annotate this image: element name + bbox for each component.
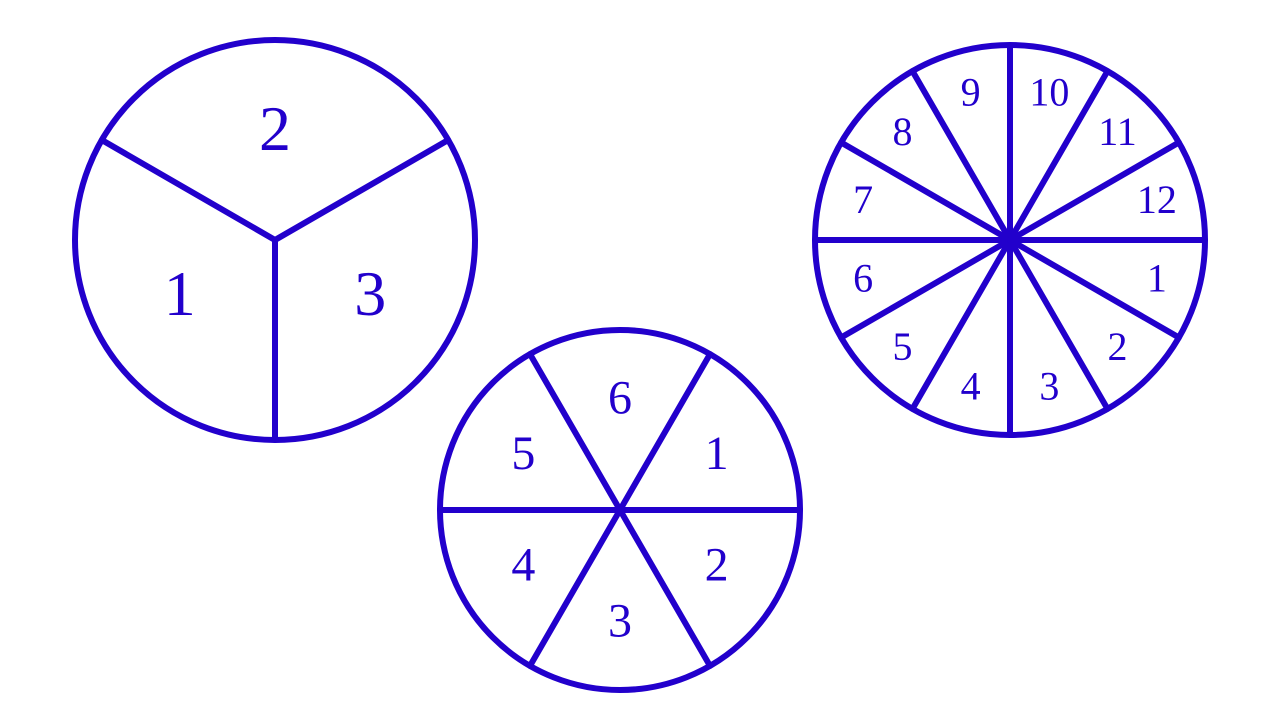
circle-thirds-divider xyxy=(102,140,275,240)
circle-thirds-label: 2 xyxy=(259,93,291,164)
circle-twelfths: 123456789101112 xyxy=(815,45,1205,435)
circle-sixths-divider xyxy=(620,510,710,666)
circle-sixths-divider xyxy=(620,354,710,510)
circle-sixths-label: 6 xyxy=(608,371,632,424)
circle-thirds: 1 2 3 xyxy=(75,40,475,440)
circle-twelfths-label: 10 xyxy=(1029,69,1069,114)
circle-twelfths-label: 3 xyxy=(1039,363,1059,408)
circle-sixths-label: 3 xyxy=(608,594,632,647)
circle-sixths-label: 1 xyxy=(705,427,729,480)
circle-twelfths-label: 2 xyxy=(1108,324,1128,369)
circle-sixths: 2 3 4 5 6 1 xyxy=(440,330,800,690)
circle-sixths-label: 4 xyxy=(511,539,535,592)
circle-twelfths-label: 11 xyxy=(1098,109,1137,154)
circle-twelfths-label: 5 xyxy=(892,324,912,369)
circle-sixths-divider xyxy=(530,354,620,510)
circle-twelfths-label: 12 xyxy=(1137,177,1177,222)
circle-sixths-label: 2 xyxy=(705,539,729,592)
circle-twelfths-label: 1 xyxy=(1147,256,1167,301)
circle-twelfths-label: 9 xyxy=(961,69,981,114)
circle-twelfths-label: 8 xyxy=(892,109,912,154)
circle-thirds-label: 3 xyxy=(354,258,386,329)
circle-sixths-label: 5 xyxy=(511,427,535,480)
circle-twelfths-label: 6 xyxy=(853,256,873,301)
circle-sixths-divider xyxy=(530,510,620,666)
circle-twelfths-label: 4 xyxy=(961,363,981,408)
circle-thirds-divider xyxy=(275,140,448,240)
circle-thirds-label: 1 xyxy=(164,258,196,329)
fraction-circles-diagram: 123234561123456789101112 xyxy=(0,0,1280,720)
circle-twelfths-label: 7 xyxy=(853,177,873,222)
